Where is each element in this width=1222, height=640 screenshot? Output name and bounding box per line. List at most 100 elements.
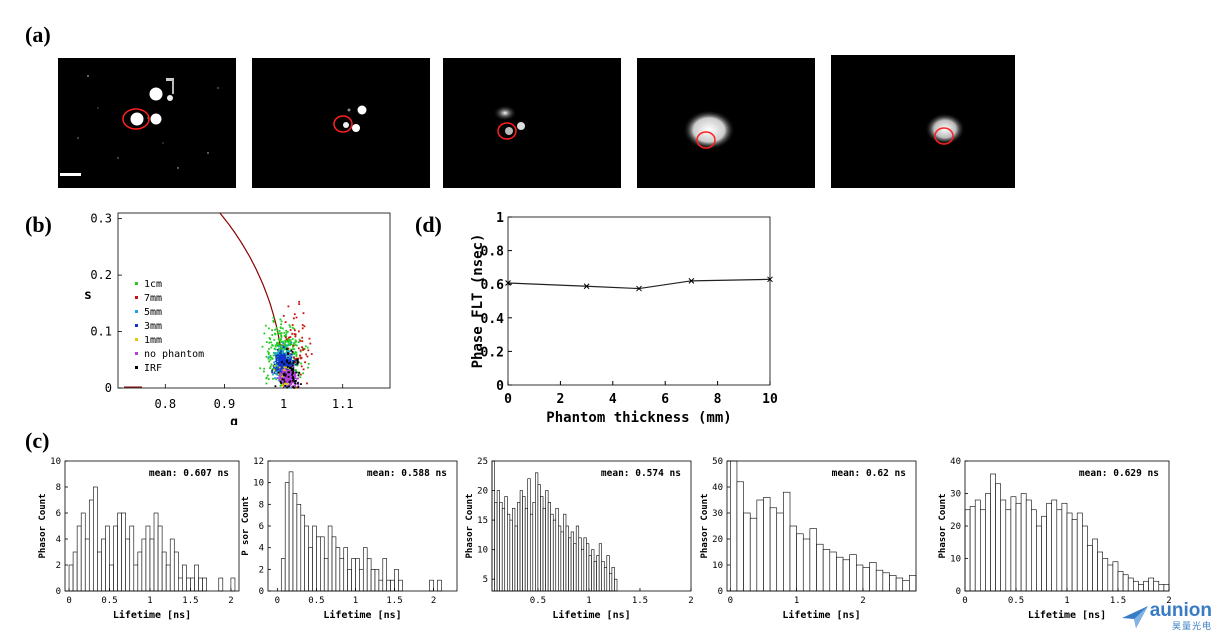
scatter-point bbox=[284, 339, 286, 342]
histogram-bar bbox=[437, 579, 442, 592]
scatter-point bbox=[303, 325, 306, 328]
y-tick-label: 25 bbox=[477, 457, 488, 467]
scatter-point bbox=[264, 324, 267, 327]
series-line bbox=[507, 278, 771, 290]
scatter-point bbox=[286, 340, 289, 343]
y-tick-label: 15 bbox=[477, 516, 488, 526]
scatter-point bbox=[287, 356, 290, 359]
scatter-point bbox=[280, 372, 283, 375]
scatter-point bbox=[284, 369, 287, 372]
histogram-bar bbox=[902, 580, 910, 592]
histogram-bar bbox=[545, 490, 549, 592]
scatter-point bbox=[283, 380, 286, 383]
plot-frame bbox=[491, 460, 692, 592]
histogram-bar bbox=[856, 564, 864, 592]
scatter-point bbox=[294, 373, 296, 375]
scatter-point bbox=[277, 368, 279, 371]
y-tick-label: 30 bbox=[712, 509, 723, 519]
scatter-point bbox=[275, 343, 278, 346]
scatter-point bbox=[291, 326, 294, 329]
scatter-point bbox=[286, 348, 288, 350]
x-tick-label: 1 bbox=[147, 596, 152, 606]
histogram-bar bbox=[995, 483, 1001, 592]
histogram-bar bbox=[1163, 584, 1170, 592]
scatter-point bbox=[290, 367, 293, 370]
scatter-point bbox=[296, 371, 299, 374]
histogram-bar bbox=[540, 496, 544, 592]
histogram-bar bbox=[776, 512, 784, 592]
scatter-point bbox=[289, 358, 291, 361]
fluorescence-image-4 bbox=[637, 58, 815, 188]
y-tick-label: 5 bbox=[483, 575, 488, 585]
scatter-point bbox=[289, 356, 292, 359]
scatter-point bbox=[284, 371, 287, 374]
scatter-point bbox=[269, 358, 272, 361]
histogram-bar bbox=[292, 493, 298, 592]
histogram-bar bbox=[578, 537, 582, 592]
scatter-point bbox=[276, 357, 279, 359]
histogram-bar bbox=[284, 482, 290, 592]
x-tick-label: 1 bbox=[353, 596, 358, 606]
histogram-bar bbox=[1025, 499, 1032, 592]
scatter-point bbox=[302, 372, 305, 375]
scatter-point bbox=[292, 368, 295, 371]
scatter-point bbox=[287, 347, 290, 350]
scatter-point bbox=[274, 377, 276, 379]
scatter-point bbox=[281, 363, 283, 366]
scatter-point bbox=[282, 356, 285, 359]
scatter-point bbox=[292, 375, 294, 378]
scatter-point bbox=[276, 329, 279, 332]
scatter-point bbox=[280, 323, 283, 326]
histogram-bar bbox=[822, 549, 831, 592]
scatter-point bbox=[295, 344, 298, 347]
scatter-point bbox=[292, 345, 294, 348]
histogram-bar bbox=[552, 519, 557, 592]
logo-subtext: 昊量光电 bbox=[1171, 621, 1212, 631]
histogram-bar bbox=[522, 496, 526, 592]
scatter-point bbox=[275, 352, 278, 355]
histogram-bar bbox=[1117, 571, 1124, 592]
scatter-point bbox=[284, 373, 287, 376]
x-tick-label: 0.5 bbox=[530, 596, 546, 606]
y-tick-label: 6 bbox=[56, 509, 61, 519]
scatter-point bbox=[293, 353, 295, 355]
scatter-point bbox=[280, 335, 283, 338]
scatter-point bbox=[289, 372, 292, 375]
scatter-point bbox=[288, 359, 291, 362]
scatter-point bbox=[292, 371, 295, 373]
histogram-bar bbox=[974, 499, 981, 592]
scatter-point bbox=[280, 374, 283, 377]
scatter-point bbox=[295, 380, 297, 382]
histogram-bar bbox=[202, 577, 207, 592]
scatter-point bbox=[276, 353, 279, 355]
scatter-point bbox=[292, 380, 294, 383]
scatter-point bbox=[286, 376, 289, 379]
histogram-bar bbox=[113, 525, 118, 592]
scatter-point bbox=[270, 363, 273, 366]
y-tick-label: 30 bbox=[950, 490, 961, 500]
scatter-point bbox=[285, 366, 287, 369]
scatter-point bbox=[276, 371, 279, 374]
scatter-point bbox=[280, 336, 283, 339]
scatter-point bbox=[278, 353, 281, 356]
histogram-bar bbox=[609, 572, 613, 592]
scatter-point bbox=[283, 363, 286, 365]
scatter-point bbox=[285, 338, 288, 341]
scatter-point bbox=[293, 348, 296, 351]
y-tick-label: 0 bbox=[496, 379, 504, 394]
mean-annotation: mean: 0.574 ns bbox=[601, 468, 681, 479]
scatter-point bbox=[276, 348, 279, 351]
scatter-point bbox=[292, 384, 295, 387]
scatter-point bbox=[285, 376, 287, 378]
scatter-point bbox=[301, 347, 304, 350]
legend-label: 5mm bbox=[144, 307, 162, 318]
scatter-point bbox=[291, 372, 294, 375]
scatter-point bbox=[293, 380, 296, 383]
histogram-bar bbox=[547, 502, 551, 592]
scatter-point bbox=[285, 360, 287, 362]
scatter-point bbox=[287, 305, 290, 308]
scatter-point bbox=[310, 353, 313, 355]
scatter-point bbox=[278, 330, 281, 332]
histogram-bar bbox=[889, 575, 897, 592]
scatter-point bbox=[291, 363, 293, 366]
